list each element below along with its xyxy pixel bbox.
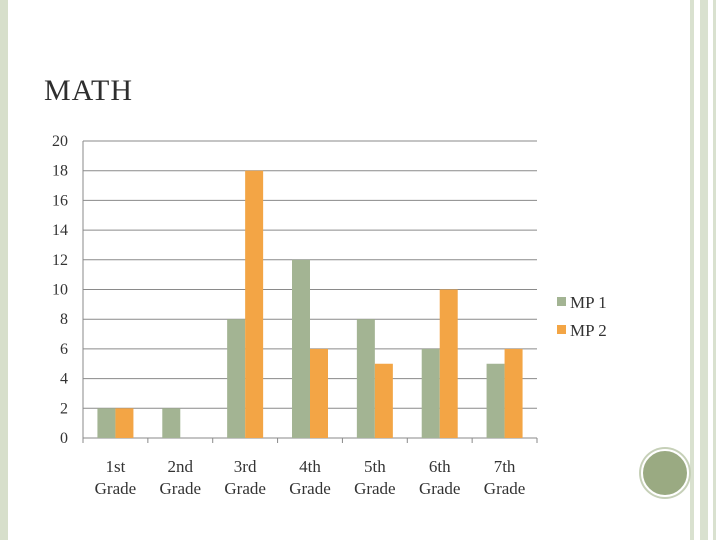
- y-tick-label: 16: [52, 192, 68, 209]
- legend-label: MP 2: [570, 321, 607, 340]
- bar-mp1-2: [227, 319, 246, 438]
- y-tick-label: 4: [60, 371, 68, 388]
- bar-mp2-3: [310, 348, 328, 438]
- y-tick-label: 2: [60, 400, 68, 417]
- bar-mp1-6: [486, 363, 505, 438]
- decorative-circle: [641, 449, 689, 497]
- x-category-label: 4th: [299, 457, 321, 476]
- x-category-label: Grade: [419, 479, 461, 498]
- bar-mp2-5: [439, 289, 458, 438]
- bar-mp2-2: [245, 170, 264, 438]
- x-category-label: Grade: [224, 479, 266, 498]
- x-category-label: Grade: [95, 479, 137, 498]
- x-category-label: 2nd: [168, 457, 194, 476]
- x-category-label: 3rd: [234, 457, 257, 476]
- x-category-label: 6th: [429, 457, 451, 476]
- bar-mp2-0: [115, 408, 134, 438]
- legend-swatch: [557, 325, 566, 334]
- bar-mp2-4: [374, 363, 393, 438]
- x-category-label: Grade: [484, 479, 526, 498]
- bar-mp1-3: [292, 259, 310, 438]
- x-category-label: Grade: [160, 479, 202, 498]
- x-category-label: 7th: [494, 457, 516, 476]
- legend-swatch: [557, 297, 566, 306]
- x-category-label: Grade: [289, 479, 331, 498]
- y-tick-label: 20: [52, 133, 68, 150]
- x-category-label: Grade: [354, 479, 396, 498]
- right-decor-bar: [713, 0, 716, 540]
- bar-mp1-1: [162, 408, 181, 438]
- y-tick-label: 12: [52, 252, 68, 269]
- x-category-label: 5th: [364, 457, 386, 476]
- legend-label: MP 1: [570, 293, 607, 312]
- y-tick-label: 0: [60, 430, 68, 447]
- y-tick-label: 10: [52, 282, 68, 299]
- y-tick-label: 8: [60, 311, 68, 328]
- x-category-label: 1st: [106, 457, 126, 476]
- y-tick-label: 14: [52, 222, 68, 239]
- bar-mp1-4: [356, 319, 375, 438]
- slide-title: MATH: [44, 74, 134, 107]
- bar-mp2-6: [504, 348, 523, 438]
- left-decor-bar: [0, 0, 8, 540]
- right-decor-bar: [690, 0, 694, 540]
- bar-mp1-5: [421, 348, 440, 438]
- y-tick-label: 6: [60, 341, 68, 358]
- bar-mp1-0: [97, 408, 116, 438]
- right-decor-bar: [700, 0, 708, 540]
- y-tick-label: 18: [52, 163, 68, 180]
